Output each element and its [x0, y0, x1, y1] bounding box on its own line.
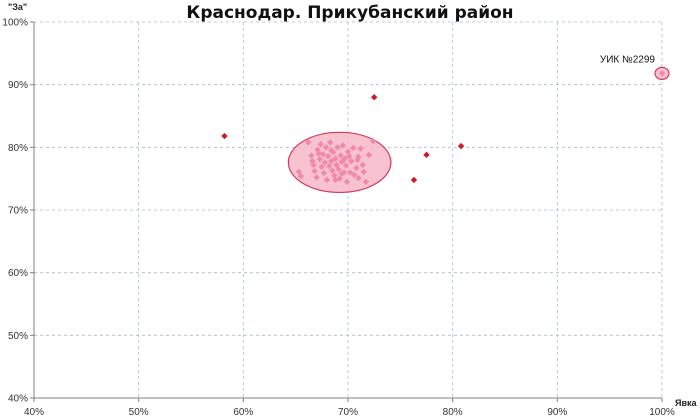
cluster-point [297, 172, 305, 180]
cluster-point [325, 162, 333, 170]
y-tick-label: 100% [2, 18, 28, 29]
cluster-point [308, 152, 315, 159]
x-axis-label: Явка [675, 398, 698, 408]
cluster-point [309, 157, 316, 165]
cluster-point [337, 152, 344, 159]
cluster-point [314, 146, 321, 154]
cluster-point [365, 151, 373, 159]
y-tick-label: 90% [8, 80, 28, 91]
cluster-point [351, 171, 358, 179]
y-tick-label: 50% [8, 331, 28, 342]
cluster-point [313, 174, 320, 181]
y-tick-label: 40% [8, 394, 28, 405]
cluster-point [318, 163, 326, 170]
outlier-point [370, 94, 378, 101]
y-axis-label: "За" [8, 2, 27, 12]
cluster-point [328, 147, 335, 154]
data-points [221, 70, 666, 185]
cluster-point [359, 161, 366, 169]
x-tick-label: 50% [129, 407, 149, 418]
cluster-point [311, 167, 318, 175]
x-tick-label: 80% [443, 407, 463, 418]
outlier-point [410, 176, 418, 184]
y-tick-label: 60% [8, 268, 28, 279]
cluster-point [344, 148, 352, 155]
outlier-point [221, 132, 228, 140]
cluster-point [329, 167, 336, 174]
y-tick-label: 80% [8, 143, 28, 154]
cluster-point [339, 142, 346, 149]
cluster-point [355, 153, 362, 160]
y-tick-label: 70% [8, 206, 28, 217]
cluster-point [324, 152, 332, 160]
cluster-point [332, 155, 339, 162]
cluster-point [332, 176, 339, 184]
chart-title: Краснодар. Прикубанский район [186, 3, 513, 23]
cluster-point [305, 139, 312, 146]
tick-labels: 40% 50% 60% 70% 80% 90% 100% 40% 50% 60% 70% 80% 90%… [2, 18, 674, 419]
cluster-point [320, 169, 328, 177]
cluster-point [335, 166, 342, 173]
cluster-point [327, 139, 334, 146]
cluster-point [334, 144, 341, 151]
outlier-point [457, 142, 465, 150]
cluster-point [333, 161, 340, 169]
axes [30, 21, 663, 402]
cluster-point [295, 168, 303, 175]
x-tick-label: 90% [547, 407, 567, 418]
cluster-point [343, 178, 351, 185]
cluster-point [360, 168, 367, 175]
cluster-point [322, 144, 330, 151]
uik-annotation: УИК №2299 [600, 54, 656, 65]
cluster-point [316, 156, 323, 163]
cluster-point [346, 169, 354, 176]
annotations: УИК №2299 [600, 54, 656, 65]
cluster-point [341, 155, 349, 162]
x-tick-label: 100% [649, 407, 675, 418]
cluster-point [315, 150, 322, 157]
cluster-point [338, 170, 345, 177]
cluster-point [369, 137, 377, 145]
outlier-point [423, 151, 430, 159]
x-tick-label: 40% [24, 407, 44, 418]
x-tick-label: 70% [338, 407, 358, 418]
cluster-point [353, 164, 360, 172]
cluster-point [347, 157, 355, 165]
cluster-point [350, 144, 357, 152]
cluster-point [317, 141, 324, 148]
cluster-point [328, 157, 335, 165]
cluster-point [331, 172, 338, 179]
cluster-point [355, 174, 362, 182]
cluster-point [357, 145, 364, 152]
grid [34, 21, 663, 398]
cluster-point [345, 152, 353, 160]
cluster-point [319, 151, 327, 158]
cluster-point [321, 159, 329, 166]
outlier-point [658, 70, 666, 77]
cluster-point [342, 162, 350, 169]
cluster-point [362, 178, 369, 185]
x-tick-label: 60% [233, 407, 253, 418]
cluster-point [323, 176, 331, 184]
